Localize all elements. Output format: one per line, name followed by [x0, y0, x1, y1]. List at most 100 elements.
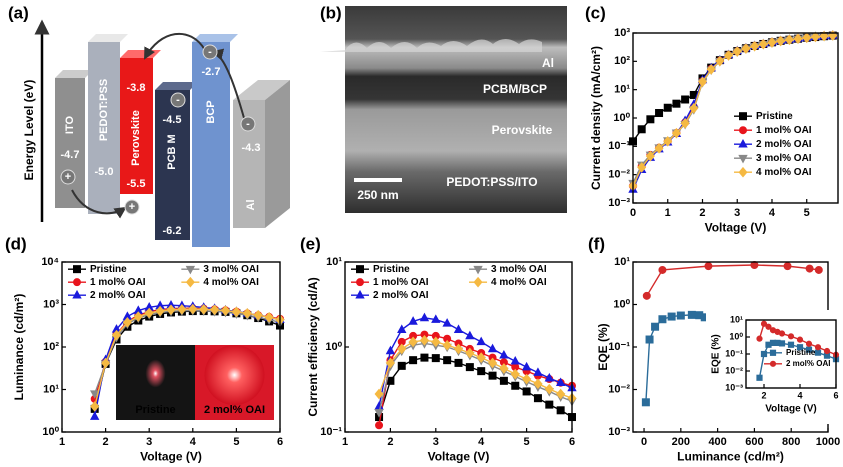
x-tick-label: 5 [524, 436, 530, 448]
layer-name: PCB M [166, 134, 178, 169]
marker [546, 401, 553, 408]
legend-marker [74, 279, 81, 286]
marker [557, 407, 564, 414]
y-tick-label: 10⁰ [42, 426, 59, 438]
x-tick-label: 2 [103, 436, 109, 448]
marker [534, 395, 541, 402]
layer-top [55, 70, 93, 78]
x-tick-label: 1 [665, 207, 671, 219]
y-tick-label: 10⁻¹ [608, 341, 630, 353]
marker [673, 100, 680, 107]
marker [500, 377, 507, 384]
x-tick-label: 5 [233, 436, 239, 448]
chart: (d)10⁰10¹10²10³10⁴123456Voltage (V)Lumin… [5, 234, 284, 463]
layer-name: BCP [205, 100, 217, 123]
legend-label: 1 mol% OAI [756, 125, 812, 136]
marker [668, 313, 675, 320]
layer-name: Perovskite [130, 110, 142, 166]
marker [432, 355, 439, 362]
y-tick-label: 10¹ [43, 383, 59, 395]
marker [410, 357, 417, 364]
marker [647, 116, 654, 123]
marker [421, 314, 429, 321]
x-axis-label: Voltage (V) [140, 449, 202, 463]
y-tick-label: 10⁻² [608, 169, 630, 181]
layer-side [265, 80, 290, 228]
x-tick-label: 4 [478, 436, 485, 448]
x-tick-label: 3 [433, 436, 439, 448]
series-line [379, 358, 572, 417]
marker [500, 351, 508, 358]
y-tick-label: 10⁰ [613, 298, 630, 310]
x-tick-label: 4 [769, 207, 776, 219]
marker [788, 334, 793, 339]
y-tick-label: 10³ [614, 27, 630, 39]
marker [659, 266, 666, 273]
x-tick-label: 1000 [816, 436, 840, 448]
y-tick-label: 10⁻² [725, 365, 743, 375]
level: -4.7 [61, 149, 80, 161]
photo-glow [146, 360, 166, 388]
x-tick-label: 200 [672, 436, 690, 448]
marker [659, 316, 666, 323]
photo-label: 2 mol% OAI [204, 404, 265, 416]
scale-label: 250 nm [357, 188, 398, 202]
electron-sign: - [246, 118, 250, 130]
energy-diagram: (a) Energy Level (eV) ITO -4.7 PEDOT:PSS… [8, 3, 290, 247]
legend-marker [187, 266, 195, 273]
legend-marker [357, 266, 364, 273]
marker [682, 96, 689, 103]
x-tick-label: 3 [734, 207, 740, 219]
marker [784, 263, 791, 270]
legend-marker [474, 266, 482, 273]
x-tick-label: 600 [745, 436, 763, 448]
legend-marker [770, 361, 775, 366]
marker [806, 341, 811, 346]
marker [779, 341, 784, 346]
marker [455, 325, 463, 332]
series-line [647, 265, 819, 296]
y-axis-label: Current efficiency (cd/A) [306, 277, 320, 416]
photo-glow [205, 345, 265, 405]
marker [779, 331, 784, 336]
panel-label: (e) [300, 234, 321, 253]
marker [656, 110, 663, 117]
marker [642, 399, 649, 406]
x-tick-label: 4 [797, 390, 802, 400]
legend-marker [740, 113, 747, 120]
layer [55, 78, 85, 208]
marker [643, 292, 650, 299]
marker [376, 422, 383, 429]
x-tick-label: 1 [59, 436, 65, 448]
legend-label: 2 mol% OAI [373, 290, 429, 301]
layer-label: PEDOT:PSS/ITO [446, 175, 537, 189]
electron-sign: - [176, 94, 180, 106]
layer-label: Al [542, 56, 554, 70]
level: -4.3 [242, 142, 261, 154]
photo-label: Pristine [135, 404, 175, 416]
marker [757, 375, 762, 380]
panel-label: (c) [585, 3, 606, 22]
legend-marker [740, 127, 747, 134]
y-tick-label: 10² [43, 341, 59, 353]
axis-label: Energy Level (eV) [22, 80, 36, 181]
y-tick-label: 10² [614, 55, 630, 67]
marker [646, 336, 653, 343]
marker [489, 372, 496, 379]
y-axis-label: Luminance (cd/m²) [12, 294, 26, 401]
figure: (a) Energy Level (eV) ITO -4.7 PEDOT:PSS… [0, 0, 843, 467]
marker [523, 388, 530, 395]
y-tick-label: 10⁻³ [608, 426, 630, 438]
x-tick-label: 400 [708, 436, 726, 448]
y-tick-label: 10⁻¹ [725, 348, 743, 358]
x-tick-label: 0 [641, 436, 647, 448]
series-line [379, 343, 572, 412]
legend-label: Pristine [373, 264, 410, 275]
marker [815, 266, 822, 273]
legend-marker [739, 168, 747, 177]
layer-label: Perovskite [492, 123, 553, 137]
marker [815, 345, 820, 350]
marker [421, 354, 428, 361]
x-tick-label: 2 [761, 390, 766, 400]
